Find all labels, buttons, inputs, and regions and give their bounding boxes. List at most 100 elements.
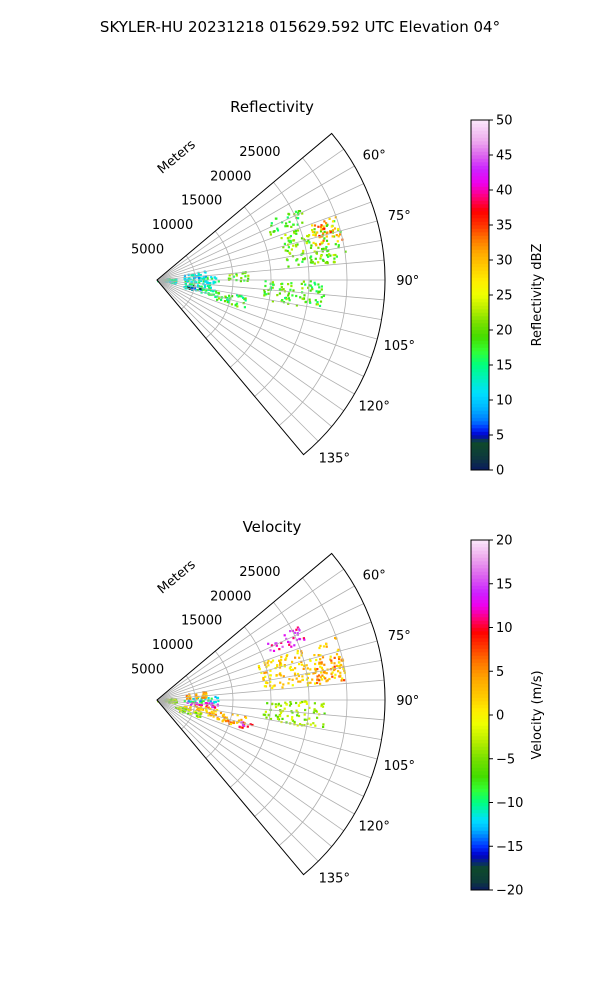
echo-cell [295,701,298,705]
echo-cell [276,294,279,297]
echo-cell [278,659,281,662]
echo-cell [229,277,232,280]
echo-cell [281,299,284,302]
echo-cell [289,241,292,244]
echo-cell [204,698,207,701]
echo-cell [262,678,265,681]
echo-cell [235,272,238,275]
echo-cell [309,289,312,292]
echo-cell [284,297,287,300]
echo-cell [340,679,343,682]
azimuth-spoke [156,699,385,721]
echo-cell [294,656,297,659]
azimuth-spoke [156,699,319,862]
echo-cell [314,257,317,260]
echo-cell [337,244,340,247]
echo-cell [284,233,287,236]
echo-cell [303,724,306,727]
echo-cell [174,699,178,702]
echo-cell [205,705,208,708]
echo-cell [285,258,289,261]
echo-cell [290,282,293,285]
echo-cell [317,654,320,657]
echo-cell [339,671,342,674]
echo-cell [303,718,306,721]
echo-cell [199,277,202,280]
echo-cell [283,242,286,245]
echo-cell [274,714,278,717]
echo-cell [301,678,304,681]
echo-cell [297,674,300,678]
echo-cell [280,286,283,289]
echo-cell [193,287,196,290]
echo-cell [197,273,200,276]
echo-cell [280,655,283,658]
colorbar-segment [471,260,489,264]
colorbar-segment [471,298,489,303]
echo-cell [216,718,219,721]
echo-cell [171,282,174,285]
colorbar-segment [471,326,489,331]
echo-cell [280,710,283,713]
echo-cell [199,706,203,709]
echo-cell [287,682,290,685]
echo-cell [296,649,299,652]
echo-cell [327,249,330,252]
azimuth-spoke [156,699,364,797]
echo-cell [203,285,207,289]
colorbar-segment [471,631,489,635]
echo-cell [241,272,244,275]
echo-cell [288,251,291,254]
echo-cell [285,637,288,640]
echo-cell [307,681,310,685]
echo-cell [277,704,280,707]
echo-cell [214,695,217,699]
echo-cell [295,709,298,712]
echo-cell [337,246,340,249]
colorbar-segment [471,785,489,789]
colorbar-segment [471,827,489,831]
echo-cell [284,249,287,252]
colorbar-segment [471,351,489,355]
echo-cell [325,246,328,249]
echo-cell [217,291,220,295]
echo-cell [216,696,220,699]
echo-cell [291,678,294,681]
echo-cell [270,222,273,225]
colorbar-segment [471,340,489,345]
echo-cell [295,304,298,307]
echo-cell [266,681,269,685]
colorbar-segment [471,666,489,670]
azimuth-spoke [156,201,372,281]
echo-cell [212,712,215,715]
echo-cell [301,287,304,290]
colorbar-segment [471,270,489,275]
colorbar-segment [471,421,489,425]
echo-cell [212,715,215,718]
echo-cell [192,698,195,701]
echo-cell [189,712,192,715]
echo-cell [196,285,200,288]
echo-cell [264,681,268,684]
range-tick-label: 5000 [131,663,164,678]
echo-cell [268,714,271,717]
colorbar-segment [471,760,489,765]
echo-cell [297,627,300,630]
echo-cell [200,291,203,294]
echo-cell [263,293,266,296]
echo-cell [280,658,283,661]
echo-cell [296,672,300,676]
echo-cell [309,261,312,264]
echo-cell [205,711,208,714]
echo-cell [272,685,275,688]
echo-cell [283,665,286,668]
colorbar-segment [471,652,489,656]
azimuth-spoke [156,699,344,832]
colorbar-segment [471,144,489,149]
echo-cell [280,641,283,644]
echo-cell [302,297,306,300]
echo-cell [269,649,272,652]
echo-cell [321,248,324,251]
echo-cell [289,668,293,672]
echo-cell [209,282,212,285]
